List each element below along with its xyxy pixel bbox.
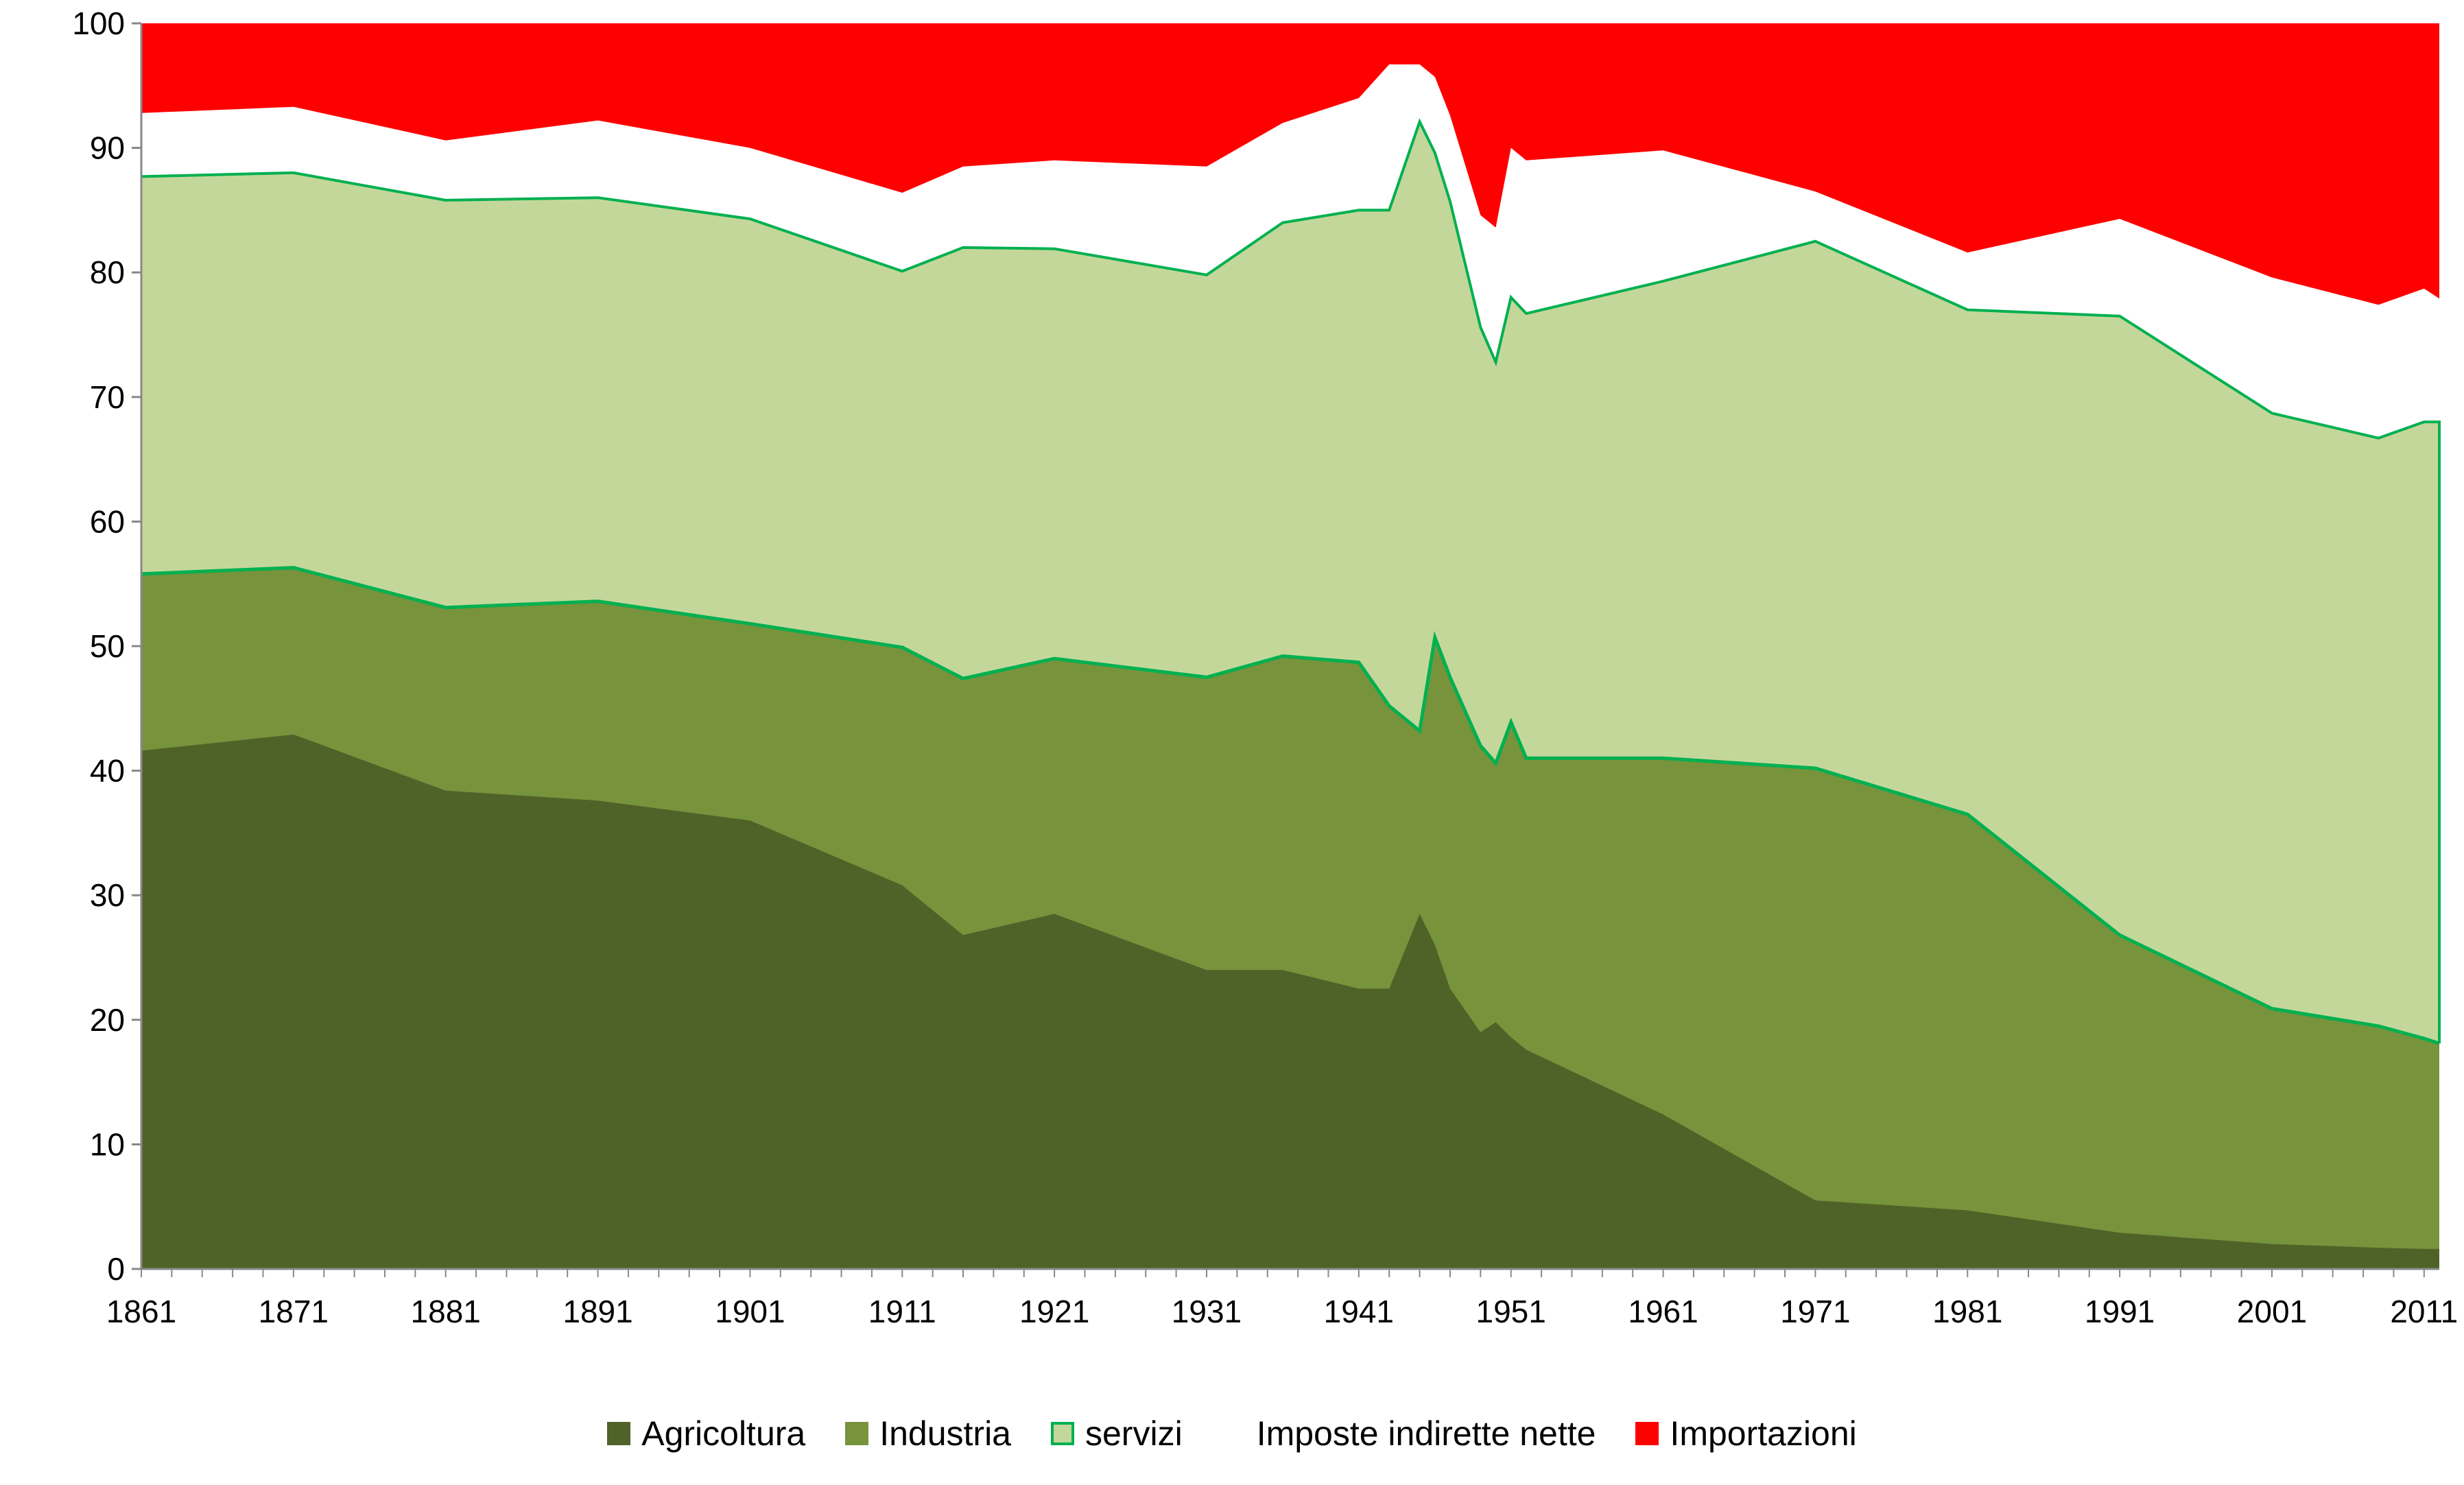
legend-item-agricoltura: Agricoltura: [607, 1414, 805, 1453]
x-tick-label: 1871: [259, 1294, 329, 1329]
x-tick-label: 1941: [1324, 1294, 1394, 1329]
x-tick-label: 1881: [411, 1294, 481, 1329]
x-tick-label: 1991: [2085, 1294, 2155, 1329]
legend-item-importazioni: Importazioni: [1635, 1414, 1857, 1453]
legend-item-servizi: servizi: [1051, 1414, 1183, 1453]
legend-swatch-servizi: [1051, 1422, 1074, 1445]
x-tick-label: 1961: [1628, 1294, 1698, 1329]
legend-label-industria: Industria: [879, 1414, 1011, 1453]
x-tick-label: 1911: [868, 1294, 936, 1329]
y-tick-labels: 0 10 20 30 40 50 60 70 80 90 100: [72, 5, 125, 1287]
y-tick-label: 70: [90, 379, 125, 415]
x-tick-label: 1861: [106, 1294, 176, 1329]
legend-swatch-importazioni: [1635, 1422, 1659, 1445]
legend-label-imposte: Imposte indirette nette: [1256, 1414, 1596, 1453]
legend-label-importazioni: Importazioni: [1670, 1414, 1857, 1453]
area-layers: [140, 23, 2441, 1269]
x-tick-label: 1891: [562, 1294, 632, 1329]
servizi-outline: [141, 118, 2441, 1044]
legend-swatch-industria: [845, 1422, 869, 1445]
x-tick-label: 2001: [2237, 1294, 2307, 1329]
y-tick-label: 80: [90, 254, 125, 290]
y-tick-label: 20: [90, 1002, 125, 1038]
y-tick-label: 10: [90, 1126, 125, 1162]
legend-item-imposte: Imposte indirette nette: [1222, 1414, 1596, 1453]
y-tick-label: 60: [90, 503, 125, 539]
legend-label-servizi: servizi: [1085, 1414, 1183, 1453]
y-tick-label: 30: [90, 877, 125, 913]
legend: Agricoltura Industria servizi Imposte in…: [0, 1410, 2464, 1458]
legend-swatch-imposte: [1222, 1422, 1246, 1445]
x-tick-label: 1901: [715, 1294, 785, 1329]
legend-swatch-agricoltura: [607, 1422, 631, 1445]
legend-item-industria: Industria: [845, 1414, 1011, 1453]
y-tick-label: 0: [107, 1251, 125, 1287]
legend-label-agricoltura: Agricoltura: [641, 1414, 806, 1453]
axes: [132, 22, 2439, 1277]
x-tick-label: 1981: [1932, 1294, 2002, 1329]
x-tick-label: 1971: [1780, 1294, 1850, 1329]
y-tick-label: 40: [90, 753, 125, 789]
x-tick-label: 1931: [1172, 1294, 1242, 1329]
y-tick-label: 100: [72, 5, 125, 41]
x-tick-label: 2011: [2390, 1294, 2458, 1329]
area-agricoltura: [141, 734, 2439, 1269]
y-tick-label: 50: [90, 628, 125, 664]
industria-servizi-boundary: [141, 566, 2440, 1045]
y-tick-label: 90: [90, 130, 125, 166]
x-tick-label: 1921: [1019, 1294, 1089, 1329]
x-tick-labels: 1861 1871 1881 1891 1901 1911 1921 1931 1941 1951…: [106, 1294, 2458, 1329]
x-tick-label: 1951: [1476, 1294, 1546, 1329]
